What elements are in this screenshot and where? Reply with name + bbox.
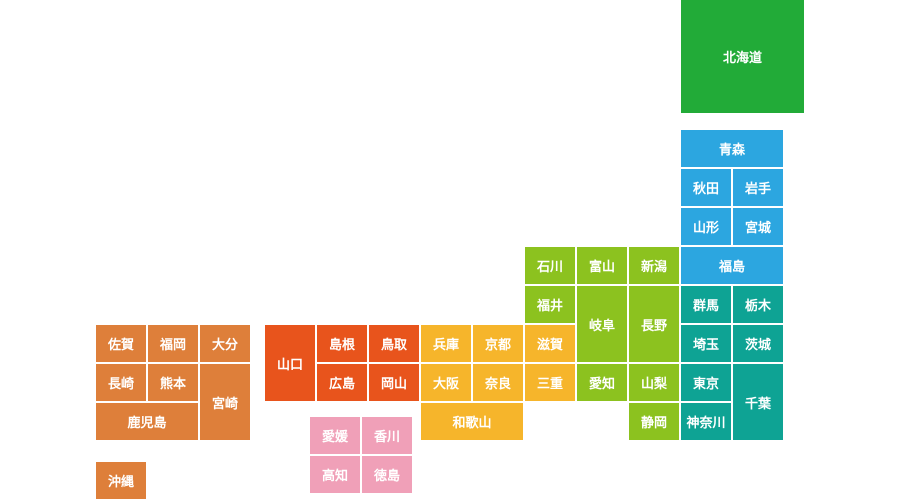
prefecture-tile[interactable]: 北海道 [681,0,804,113]
prefecture-tile[interactable]: 岩手 [733,169,783,206]
prefecture-tile[interactable]: 佐賀 [96,325,146,362]
prefecture-tile[interactable]: 茨城 [733,325,783,362]
prefecture-tile[interactable]: 神奈川 [681,403,731,440]
prefecture-tile[interactable]: 沖縄 [96,462,146,499]
prefecture-tile[interactable]: 群馬 [681,286,731,323]
prefecture-tile[interactable]: 千葉 [733,364,783,440]
prefecture-tile[interactable]: 熊本 [148,364,198,401]
prefecture-tile[interactable]: 福島 [681,247,783,284]
prefecture-tile[interactable]: 青森 [681,130,783,167]
prefecture-tile[interactable]: 島根 [317,325,367,362]
prefecture-tile[interactable]: 福岡 [148,325,198,362]
prefecture-tile[interactable]: 長野 [629,286,679,362]
prefecture-tile[interactable]: 宮崎 [200,364,250,440]
prefecture-tile[interactable]: 岐阜 [577,286,627,362]
prefecture-tile[interactable]: 奈良 [473,364,523,401]
prefecture-tile[interactable]: 山形 [681,208,731,245]
prefecture-tile[interactable]: 愛媛 [310,417,360,454]
prefecture-tile[interactable]: 三重 [525,364,575,401]
prefecture-tile[interactable]: 大分 [200,325,250,362]
prefecture-tile[interactable]: 埼玉 [681,325,731,362]
prefecture-tile[interactable]: 徳島 [362,456,412,493]
prefecture-tile[interactable]: 鳥取 [369,325,419,362]
prefecture-tile[interactable]: 鹿児島 [96,403,198,440]
prefecture-tile[interactable]: 山梨 [629,364,679,401]
prefecture-tile[interactable]: 秋田 [681,169,731,206]
prefecture-tile[interactable]: 和歌山 [421,403,523,440]
prefecture-tile[interactable]: 香川 [362,417,412,454]
prefecture-tile[interactable]: 石川 [525,247,575,284]
prefecture-tile[interactable]: 宮城 [733,208,783,245]
prefecture-tile[interactable]: 福井 [525,286,575,323]
prefecture-tile[interactable]: 長崎 [96,364,146,401]
prefecture-tile[interactable]: 愛知 [577,364,627,401]
prefecture-tile[interactable]: 広島 [317,364,367,401]
prefecture-tile[interactable]: 滋賀 [525,325,575,362]
prefecture-tile[interactable]: 兵庫 [421,325,471,362]
prefecture-tile[interactable]: 新潟 [629,247,679,284]
prefecture-tile[interactable]: 栃木 [733,286,783,323]
prefecture-tile[interactable]: 高知 [310,456,360,493]
prefecture-tile[interactable]: 岡山 [369,364,419,401]
prefecture-tile[interactable]: 山口 [265,325,315,401]
prefecture-tile[interactable]: 京都 [473,325,523,362]
prefecture-tile[interactable]: 大阪 [421,364,471,401]
prefecture-tile[interactable]: 富山 [577,247,627,284]
prefecture-tile[interactable]: 東京 [681,364,731,401]
prefecture-tile[interactable]: 静岡 [629,403,679,440]
